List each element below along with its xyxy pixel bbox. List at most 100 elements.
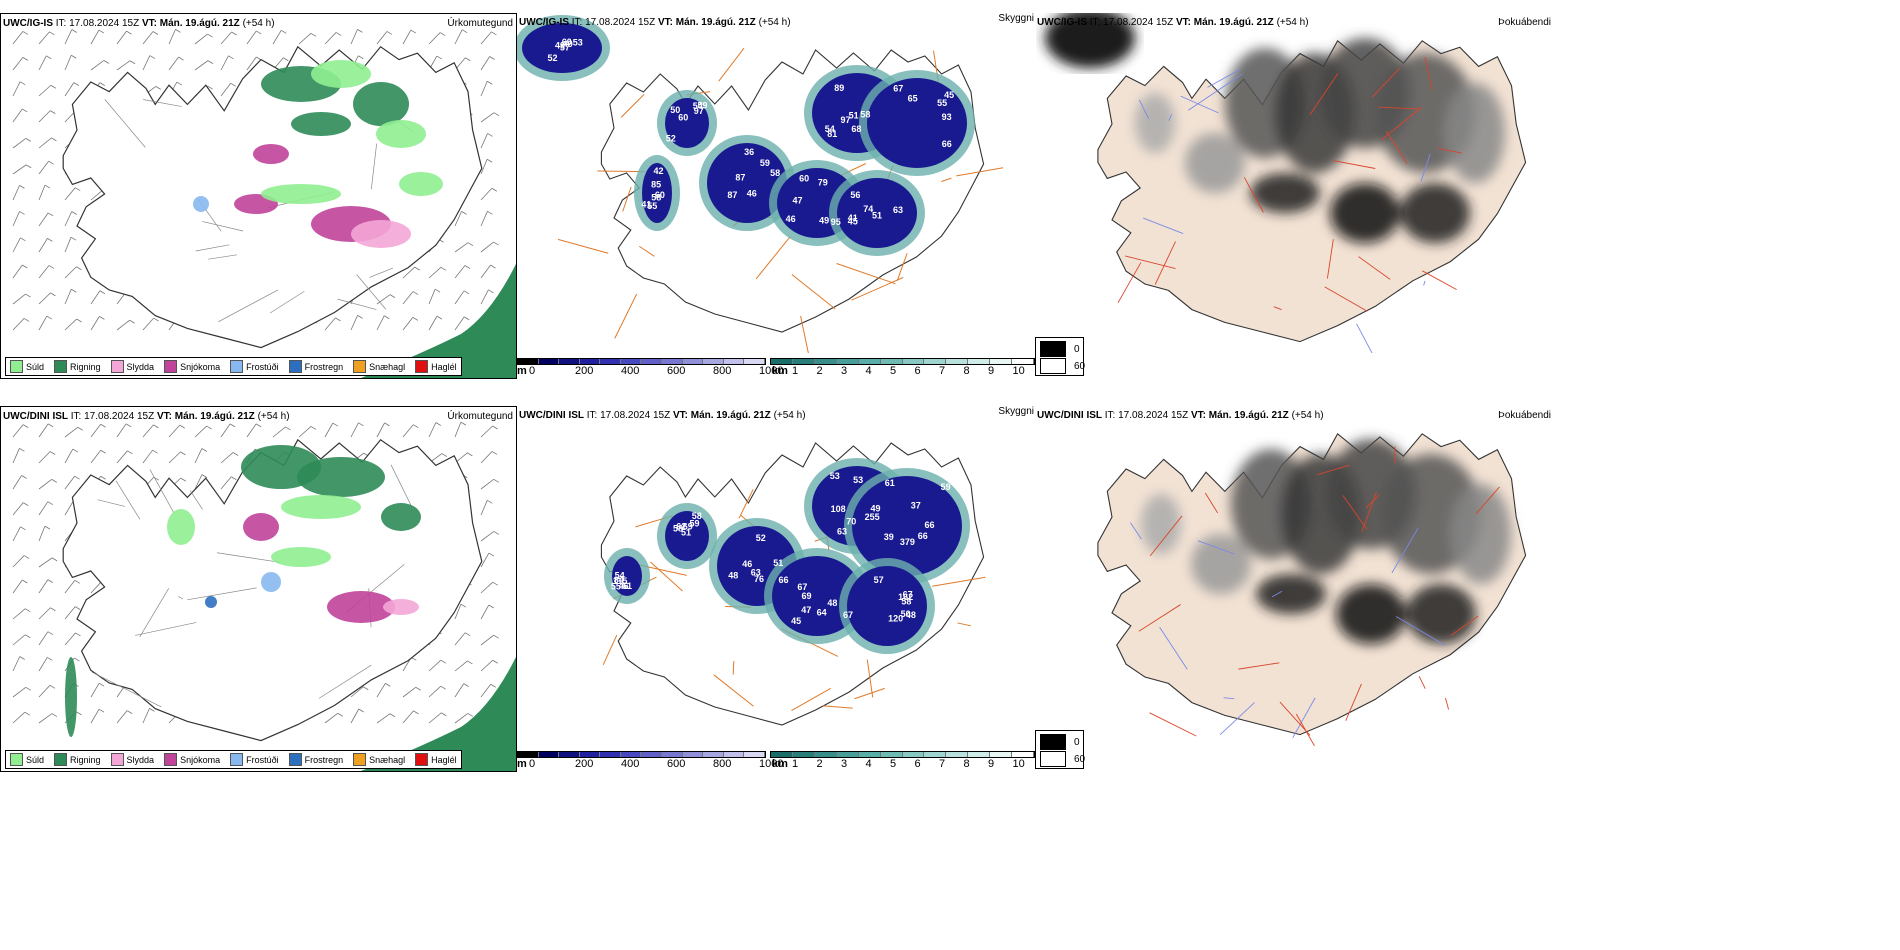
legend-item: Súld	[10, 753, 44, 766]
fog-legend-label: 60	[1074, 360, 1086, 372]
panel-title: UWC/IG-IS IT: 17.08.2024 15Z VT: Mán. 19…	[519, 17, 791, 28]
precip-area	[381, 503, 421, 531]
visibility-map: 89 93 87 95 45 50 49 55 97 45 59 60 56 59 52 42 81 55 36 49…	[517, 15, 1004, 353]
colorbar-segment	[662, 359, 683, 364]
colorbar-segment	[902, 359, 925, 364]
colorbar-segment	[620, 752, 642, 757]
panel-title: UWC/DINI ISL IT: 17.08.2024 15Z VT: Mán.…	[519, 410, 806, 421]
visibility-value-label: 67	[893, 83, 903, 93]
legend-label: Rigning	[70, 361, 101, 372]
visibility-value-label: 60	[655, 190, 665, 200]
visibility-value-label: 49	[870, 504, 880, 514]
colorbar-segment	[968, 359, 991, 364]
rain-area-ocean	[361, 657, 516, 771]
colorbar-segment	[792, 359, 815, 364]
legend-item: Frostúði	[230, 753, 279, 766]
visibility-value-label: 63	[751, 568, 761, 578]
legend-label: Rigning	[70, 754, 101, 765]
colorbar-segment	[946, 752, 969, 757]
precip-legend: Súld Rigning Slydda Snjókoma Frostúði Frostre…	[5, 357, 462, 376]
roads	[91, 464, 412, 708]
visibility-value-label: 68	[851, 124, 861, 134]
colorbar-tick: 6	[914, 758, 921, 770]
visibility-value-label: 58	[860, 109, 870, 119]
colorbar-segment	[600, 359, 621, 364]
legend-label: Frostregn	[304, 361, 344, 372]
visibility-value-label: 55	[937, 98, 947, 108]
legend-swatch	[230, 753, 244, 766]
visibility-panel-top: UWC/IG-IS IT: 17.08.2024 15Z VT: Mán. 19…	[517, 13, 1035, 379]
legend-item: Slydda	[110, 753, 154, 766]
fog-legend-swatch	[1040, 358, 1066, 374]
visibility-value-label: 85	[651, 179, 661, 189]
visibility-value-label: 58	[651, 192, 661, 202]
fog-area	[1185, 133, 1245, 193]
visibility-value-label: 60	[799, 174, 809, 184]
legend-label: Snæhagl	[369, 361, 406, 372]
panel-title: UWC/IG-IS IT: 17.08.2024 15Z VT: Mán. 19…	[1037, 17, 1309, 28]
colorbar-tick: 7	[939, 758, 946, 770]
legend-item: Haglél	[415, 753, 457, 766]
fog-legend: 0 60	[1035, 337, 1086, 376]
colorbar-unit: km	[772, 758, 788, 770]
visibility-value-label: 48	[906, 610, 916, 620]
visibility-value-label: 55	[611, 582, 621, 592]
colorbar-segment	[579, 359, 601, 364]
colorbar-tick: 8	[963, 758, 970, 770]
visibility-value-label: 66	[924, 520, 934, 530]
legend-swatch	[110, 360, 124, 373]
legend-item: Súld	[10, 360, 44, 373]
visibility-value-label: 41	[641, 199, 651, 209]
colorbar-segment	[703, 359, 724, 364]
precip-type-panel-top: UWC/IG-IS IT: 17.08.2024 15Z VT: Mán. 19…	[0, 13, 517, 379]
colorbar-tick: 200	[575, 365, 594, 377]
precip-type-map	[12, 421, 516, 771]
fog-shading	[1141, 439, 1511, 644]
visibility-value-label: 59	[689, 519, 699, 529]
visibility-value-label: 58	[901, 597, 911, 607]
colorbar-segment	[538, 359, 560, 364]
fog-legend-label: 0	[1074, 736, 1080, 748]
visibility-value-label: 64	[817, 607, 827, 617]
colorbar-tick: 1	[792, 758, 799, 770]
legend-label: Snjókoma	[180, 754, 221, 765]
precip-area	[65, 657, 77, 737]
precip-area	[383, 599, 419, 615]
legend-swatch	[415, 753, 429, 766]
precip-area	[271, 547, 331, 567]
legend-item: Snjókoma	[164, 753, 220, 766]
colorbar-segment	[880, 752, 903, 757]
legend-item: Frostregn	[288, 753, 343, 766]
legend-label: Súld	[26, 361, 45, 372]
fog-area	[1451, 484, 1511, 584]
colorbar-segment	[814, 359, 837, 364]
visibility-value-label: 46	[786, 214, 796, 224]
visibility-zone	[665, 98, 709, 148]
colorbar-tick: 1	[792, 365, 799, 377]
panel-type-label: Þokuábendi	[1498, 410, 1551, 421]
visibility-value-label: 50	[901, 609, 911, 619]
visibility-value-label: 53	[573, 38, 583, 48]
legend-item: Frostúði	[230, 360, 279, 373]
colorbar-segment	[836, 359, 859, 364]
colorbar-tick: 1000	[759, 758, 784, 770]
visibility-value-label: 74	[863, 204, 873, 214]
precip-area	[327, 591, 395, 623]
colorbar-segment	[641, 359, 663, 364]
legend-label: Frostúði	[246, 754, 279, 765]
legend-label: Súld	[26, 754, 45, 765]
fog-area	[1400, 183, 1470, 243]
colorbar-segment	[836, 752, 859, 757]
precip-area	[311, 60, 371, 88]
legend-label: Snjókoma	[180, 361, 221, 372]
visibility-value-label: 60	[678, 112, 688, 122]
visibility-zone	[772, 556, 862, 636]
visibility-value-label: 58	[770, 168, 780, 178]
panel-type-label: Skyggni	[998, 406, 1034, 417]
legend-label: Frostúði	[246, 361, 279, 372]
visibility-zone	[665, 511, 709, 561]
visibility-value-label: 63	[837, 526, 847, 536]
visibility-value-label: 66	[918, 531, 928, 541]
precip-legend: Súld Rigning Slydda Snjókoma Frostúði Frostre…	[5, 750, 462, 769]
visibility-value-label: 51	[872, 210, 882, 220]
